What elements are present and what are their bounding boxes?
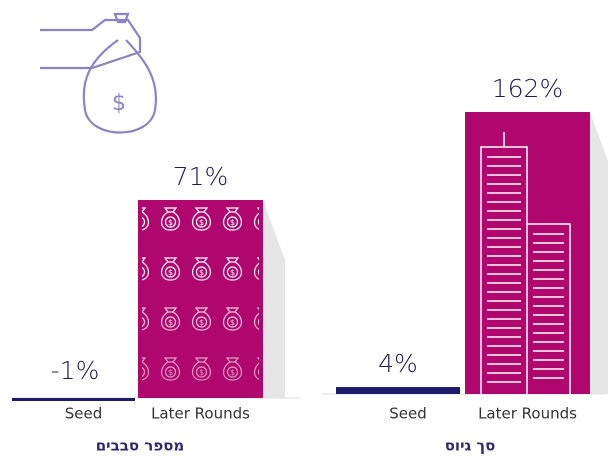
decoration: [142, 204, 259, 398]
value-label: -1%: [51, 356, 100, 385]
value-label: 4%: [378, 349, 418, 378]
bar: [12, 398, 135, 401]
x-tick-label: Seed: [65, 405, 103, 423]
x-tick-label: Later Rounds: [151, 405, 250, 423]
value-label: 71%: [173, 162, 229, 191]
svg-text:$: $: [112, 91, 126, 116]
bar-shadow: [590, 112, 608, 394]
chart-title: מספר סבבים: [96, 437, 185, 455]
x-tick-label: Seed: [389, 405, 427, 423]
x-tick-label: Later Rounds: [478, 405, 577, 423]
value-label: 162%: [492, 74, 563, 103]
decoration: [480, 132, 571, 394]
chart-title: סך גיוס: [445, 437, 496, 455]
hand-money-icon: $: [40, 12, 158, 134]
bar-shadow: [263, 200, 285, 398]
bar: [336, 387, 460, 394]
decoration: [480, 132, 571, 394]
